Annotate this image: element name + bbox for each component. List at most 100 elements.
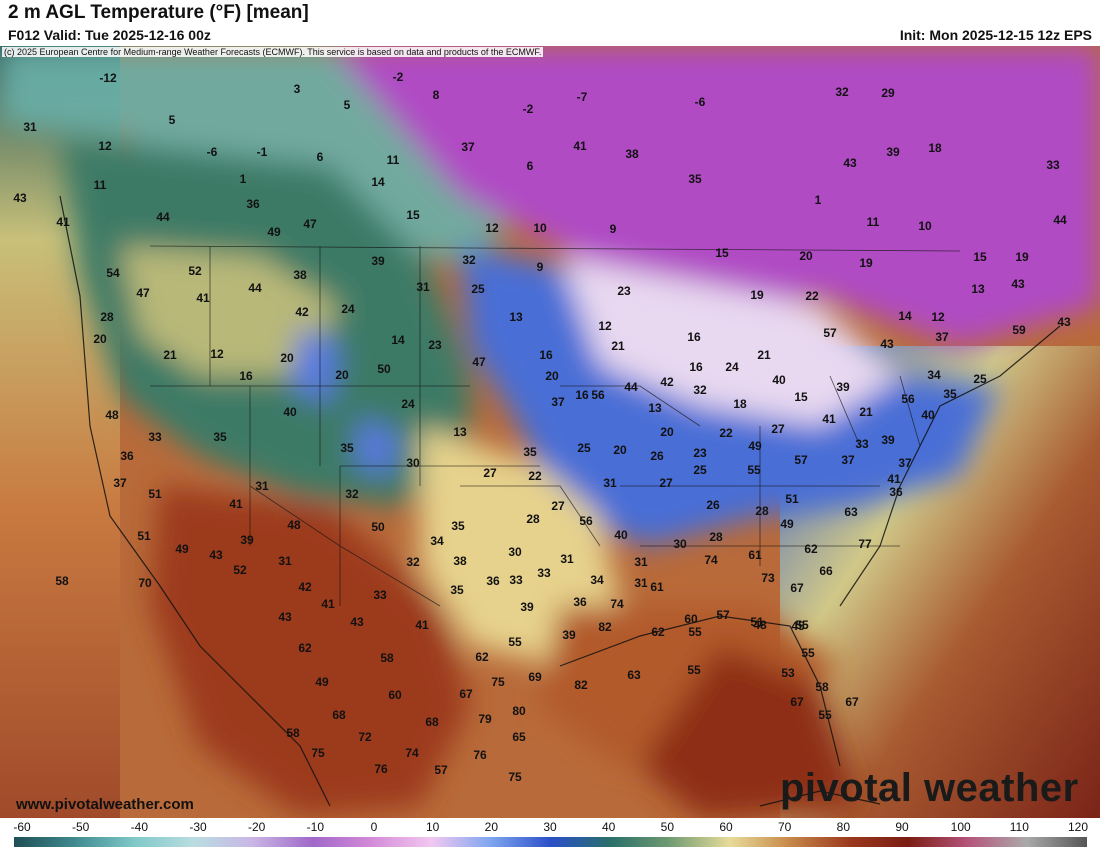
temperature-label: 51	[750, 615, 764, 629]
temperature-label: 48	[105, 408, 119, 422]
coastlines	[59, 195, 1061, 807]
temperature-label: 11	[387, 153, 400, 167]
header-bar: 2 m AGL Temperature (°F) [mean] F012 Val…	[0, 0, 1100, 46]
temperature-label: 74	[405, 746, 419, 760]
temperature-label: 9	[610, 222, 617, 236]
temperature-label: 29	[881, 86, 895, 100]
temperature-label: 13	[509, 310, 523, 324]
colorbar-tick: -50	[71, 820, 90, 834]
temperature-label: 24	[725, 360, 739, 374]
temperature-label: 10	[533, 221, 547, 235]
temperature-label: 13	[648, 401, 662, 415]
temperature-map[interactable]: -12 3 -2 8 -2 -7 -6 32 29 31 5 5 37 41 38 39 18 12 -6 -1 6 11…	[0, 46, 1100, 818]
temperature-label: 72	[358, 730, 372, 744]
temperature-label: 58	[380, 651, 394, 665]
temperature-label: 13	[971, 282, 985, 296]
temperature-label: 35	[450, 583, 464, 597]
temperature-label: 49	[748, 439, 762, 453]
temperature-label: 24	[341, 302, 355, 316]
temperature-label: 52	[233, 563, 247, 577]
temperature-label: 43	[1057, 315, 1071, 329]
temperature-label: 55	[801, 646, 815, 660]
colorbar-tick: 100	[950, 820, 971, 834]
temperature-label: 55	[688, 625, 702, 639]
temperature-label: 44	[248, 281, 262, 295]
temperature-label: 31	[634, 555, 648, 569]
temperature-label: 36	[120, 449, 134, 463]
temperature-label: 12	[598, 319, 612, 333]
temperature-label: 37	[461, 140, 475, 154]
temperature-label: 55	[795, 618, 809, 632]
temperature-label: 41	[822, 412, 836, 426]
temperature-label: 28	[100, 310, 114, 324]
colorbar-tick: -20	[247, 820, 266, 834]
temperature-label: 20	[613, 443, 627, 457]
temperature-label: 49	[175, 542, 189, 556]
temperature-label: 15	[406, 208, 420, 222]
temperature-label: 74	[610, 597, 624, 611]
temperature-label: 67	[790, 695, 804, 709]
temperature-label: 32	[406, 555, 420, 569]
temperature-label: 67	[845, 695, 859, 709]
temperature-label: 21	[757, 348, 771, 362]
temperature-label: 32	[462, 253, 476, 267]
temperature-label: 30	[673, 537, 687, 551]
temperature-label: 39	[520, 600, 534, 614]
temperature-label: 48	[753, 618, 767, 632]
temperature-label: 40	[921, 408, 935, 422]
temperature-label: 33	[537, 566, 551, 580]
temperature-label: 33	[855, 437, 869, 451]
colorbar-tick: 50	[660, 820, 675, 834]
temperature-label: 19	[1015, 250, 1029, 264]
temperature-label: 20	[335, 368, 349, 382]
temperature-label: 69	[528, 670, 542, 684]
temperature-label: 14	[898, 309, 912, 323]
temperature-label: 35	[943, 387, 957, 401]
temperature-label: -7	[577, 90, 588, 104]
temperature-label: 42	[660, 375, 674, 389]
temperature-label: 59	[1012, 323, 1026, 337]
temperature-label: 66	[819, 564, 833, 578]
temperature-label: -6	[695, 95, 706, 109]
temperature-label: 65	[512, 730, 526, 744]
temperature-label: 57	[794, 453, 808, 467]
temperature-label: 73	[761, 571, 775, 585]
temperature-label: 58	[286, 726, 300, 740]
temperature-label: 32	[693, 383, 707, 397]
temperature-label: 41	[573, 139, 587, 153]
temperature-label: 3	[294, 82, 301, 96]
temperature-label: 67	[790, 581, 804, 595]
temperature-label: 28	[709, 530, 723, 544]
temperature-label: 23	[617, 284, 631, 298]
temperature-label: 9	[537, 260, 544, 274]
temperature-label: -2	[523, 102, 534, 116]
temperature-label: 21	[163, 348, 177, 362]
temperature-label: 32	[345, 487, 359, 501]
temperature-label: 41	[196, 291, 210, 305]
temperature-label: 82	[598, 620, 612, 634]
temperature-label: 67	[459, 687, 473, 701]
temperature-label: 47	[472, 355, 486, 369]
temperature-label: 20	[545, 369, 559, 383]
colorbar-tick: 80	[836, 820, 851, 834]
temperature-label: 55	[818, 708, 832, 722]
temperature-label: 12	[98, 139, 112, 153]
colorbar: -60 -50 -40 -30 -20 -10 0 10 20 30 40 50 60 70 80 90 100…	[0, 818, 1100, 850]
temperature-label: 14	[391, 333, 405, 347]
temperature-label: 43	[880, 337, 894, 351]
temperature-label: 31	[278, 554, 292, 568]
temperature-label: 12	[210, 347, 224, 361]
temperature-label: 41	[321, 597, 335, 611]
temperature-label: 35	[523, 445, 537, 459]
temperature-label: 47	[136, 286, 150, 300]
colorbar-tick: 30	[543, 820, 557, 834]
temperature-label: 63	[844, 505, 858, 519]
temperature-label: 49	[315, 675, 329, 689]
temperature-label: 11	[867, 215, 880, 229]
temperature-label: 31	[255, 479, 269, 493]
temperature-label: 39	[881, 433, 895, 447]
temperature-label: 60	[388, 688, 402, 702]
website-link[interactable]: www.pivotalweather.com	[16, 796, 194, 813]
temperature-label: 44	[1053, 213, 1067, 227]
